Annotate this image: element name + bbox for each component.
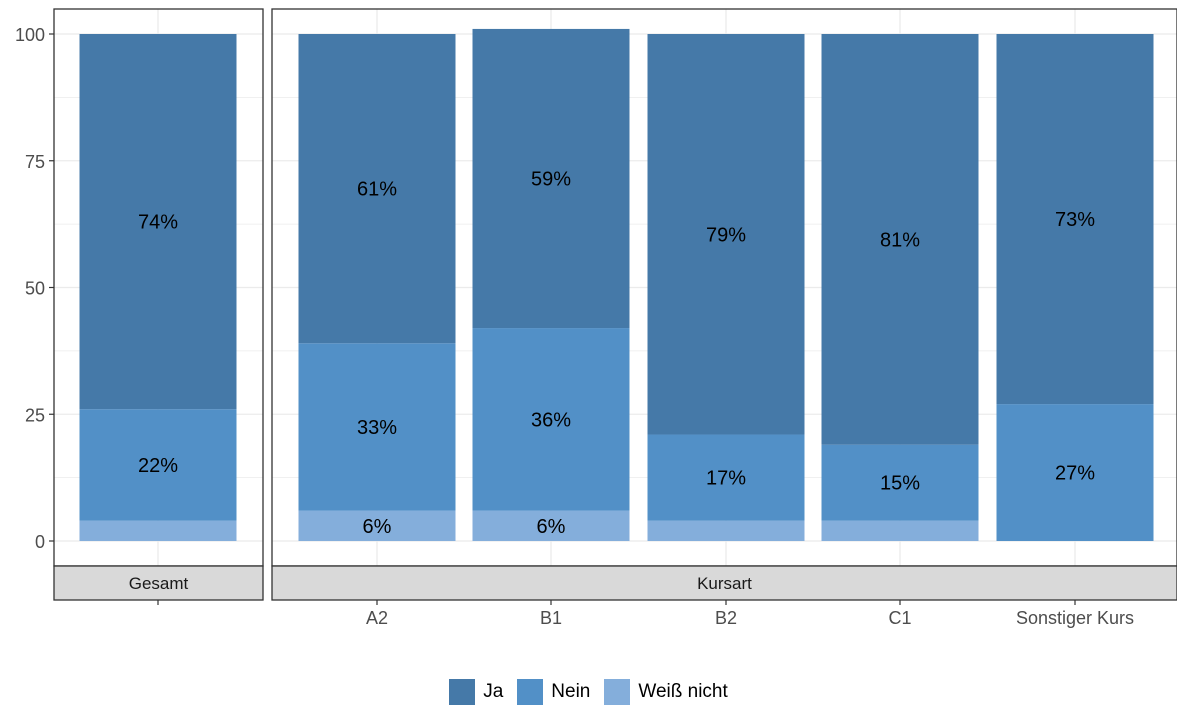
bar-segment-wei-nicht	[472, 510, 630, 541]
data-label: 61%	[357, 179, 397, 201]
x-tick-label: B1	[540, 608, 562, 628]
bar-segment-ja	[996, 34, 1154, 405]
bar-segment-nein	[996, 404, 1154, 541]
facet-strip-label: Kursart	[697, 574, 752, 593]
data-label: 73%	[1055, 209, 1095, 231]
data-label: 17%	[706, 468, 746, 490]
bar-segment-wei-nicht	[79, 520, 237, 541]
data-label: 15%	[880, 473, 920, 495]
data-label: 79%	[706, 224, 746, 246]
bar-segment-ja	[472, 28, 630, 329]
data-label: 33%	[357, 417, 397, 439]
bar-segment-ja	[821, 34, 979, 445]
bar-segment-nein	[298, 343, 456, 511]
y-tick-label: 50	[25, 279, 45, 299]
stacked-bar-chart: 22% 74% Gesamt 6% 33% 61% A2 6% 36% 59% B1 17% 79% B2…	[15, 8, 1177, 628]
bar-segment-nein	[821, 444, 979, 521]
bar-segment-nein	[472, 328, 630, 511]
facet-strip	[53, 565, 264, 601]
data-label: 27%	[1055, 463, 1095, 485]
x-tick-label: C1	[888, 608, 911, 628]
bar-segment-ja	[647, 34, 805, 435]
bar-segment-wei-nicht	[647, 520, 805, 541]
y-tick-label: 100	[15, 25, 45, 45]
bar-segment-wei-nicht	[821, 520, 979, 541]
legend-label-nein: Nein	[551, 681, 591, 702]
y-tick-label: 75	[25, 152, 45, 172]
facet-strip	[271, 565, 1177, 601]
legend-swatch-ja	[449, 679, 476, 705]
data-label: 22%	[138, 455, 178, 477]
bar-segment-wei-nicht	[298, 510, 456, 541]
data-label: 81%	[880, 229, 920, 251]
y-tick-label: 25	[25, 405, 45, 425]
legend-label-weiss-nicht: Weiß nicht	[638, 681, 728, 702]
x-tick-label: A2	[366, 608, 388, 628]
bar-segment-nein	[647, 434, 805, 521]
legend-swatch-nein	[517, 679, 544, 705]
x-tick-label: Sonstiger Kurs	[1016, 608, 1134, 628]
facet-strip-label: Gesamt	[129, 574, 189, 593]
bar-segment-ja	[298, 34, 456, 344]
legend-item-nein: Nein	[517, 679, 590, 705]
x-tick-label: B2	[715, 608, 737, 628]
legend-label-ja: Ja	[483, 681, 504, 702]
legend: Ja Nein Weiß nicht	[0, 676, 1177, 708]
data-label: 6%	[363, 516, 392, 538]
legend-swatch-weiss-nicht	[604, 679, 631, 705]
legend-item-ja: Ja	[449, 679, 503, 705]
bar-segment-ja	[79, 34, 237, 410]
data-label: 36%	[531, 409, 571, 431]
legend-item-weiss-nicht: Weiß nicht	[604, 679, 728, 705]
data-label: 59%	[531, 168, 571, 190]
bar-segment-nein	[79, 409, 237, 521]
data-label: 74%	[138, 212, 178, 234]
y-tick-label: 0	[35, 532, 45, 552]
data-label: 6%	[537, 516, 566, 538]
